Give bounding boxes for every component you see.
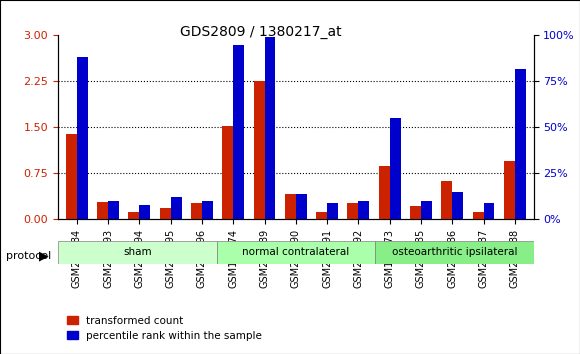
Bar <box>233 45 244 219</box>
Bar <box>171 198 182 219</box>
Bar <box>97 202 108 219</box>
Bar <box>253 81 264 219</box>
Bar <box>316 211 327 219</box>
Bar <box>160 209 171 219</box>
FancyBboxPatch shape <box>58 241 216 264</box>
Bar <box>347 203 358 219</box>
Bar <box>66 133 77 219</box>
Bar <box>77 57 88 219</box>
Bar <box>202 201 213 219</box>
Bar <box>191 203 202 219</box>
Bar <box>285 194 296 219</box>
Bar <box>484 203 495 219</box>
Text: protocol: protocol <box>6 251 51 261</box>
Bar <box>264 37 276 219</box>
Bar <box>390 118 401 219</box>
Legend: transformed count, percentile rank within the sample: transformed count, percentile rank withi… <box>63 312 266 345</box>
Text: ▶: ▶ <box>39 249 48 262</box>
Bar <box>128 212 139 219</box>
FancyBboxPatch shape <box>375 241 534 264</box>
Bar <box>108 201 119 219</box>
FancyBboxPatch shape <box>216 241 375 264</box>
Text: GDS2809 / 1380217_at: GDS2809 / 1380217_at <box>180 25 342 39</box>
Bar <box>441 182 452 219</box>
Bar <box>139 205 150 219</box>
Text: osteoarthritic ipsilateral: osteoarthritic ipsilateral <box>392 247 517 257</box>
Bar <box>452 192 463 219</box>
Text: normal contralateral: normal contralateral <box>242 247 349 257</box>
Bar <box>473 211 484 219</box>
Bar <box>515 69 526 219</box>
Bar <box>222 126 233 219</box>
Bar <box>410 206 421 219</box>
Text: sham: sham <box>123 247 151 257</box>
Bar <box>358 201 369 219</box>
Bar <box>296 194 307 219</box>
Bar <box>421 201 432 219</box>
Bar <box>327 203 338 219</box>
Bar <box>504 161 515 219</box>
Bar <box>379 166 390 219</box>
